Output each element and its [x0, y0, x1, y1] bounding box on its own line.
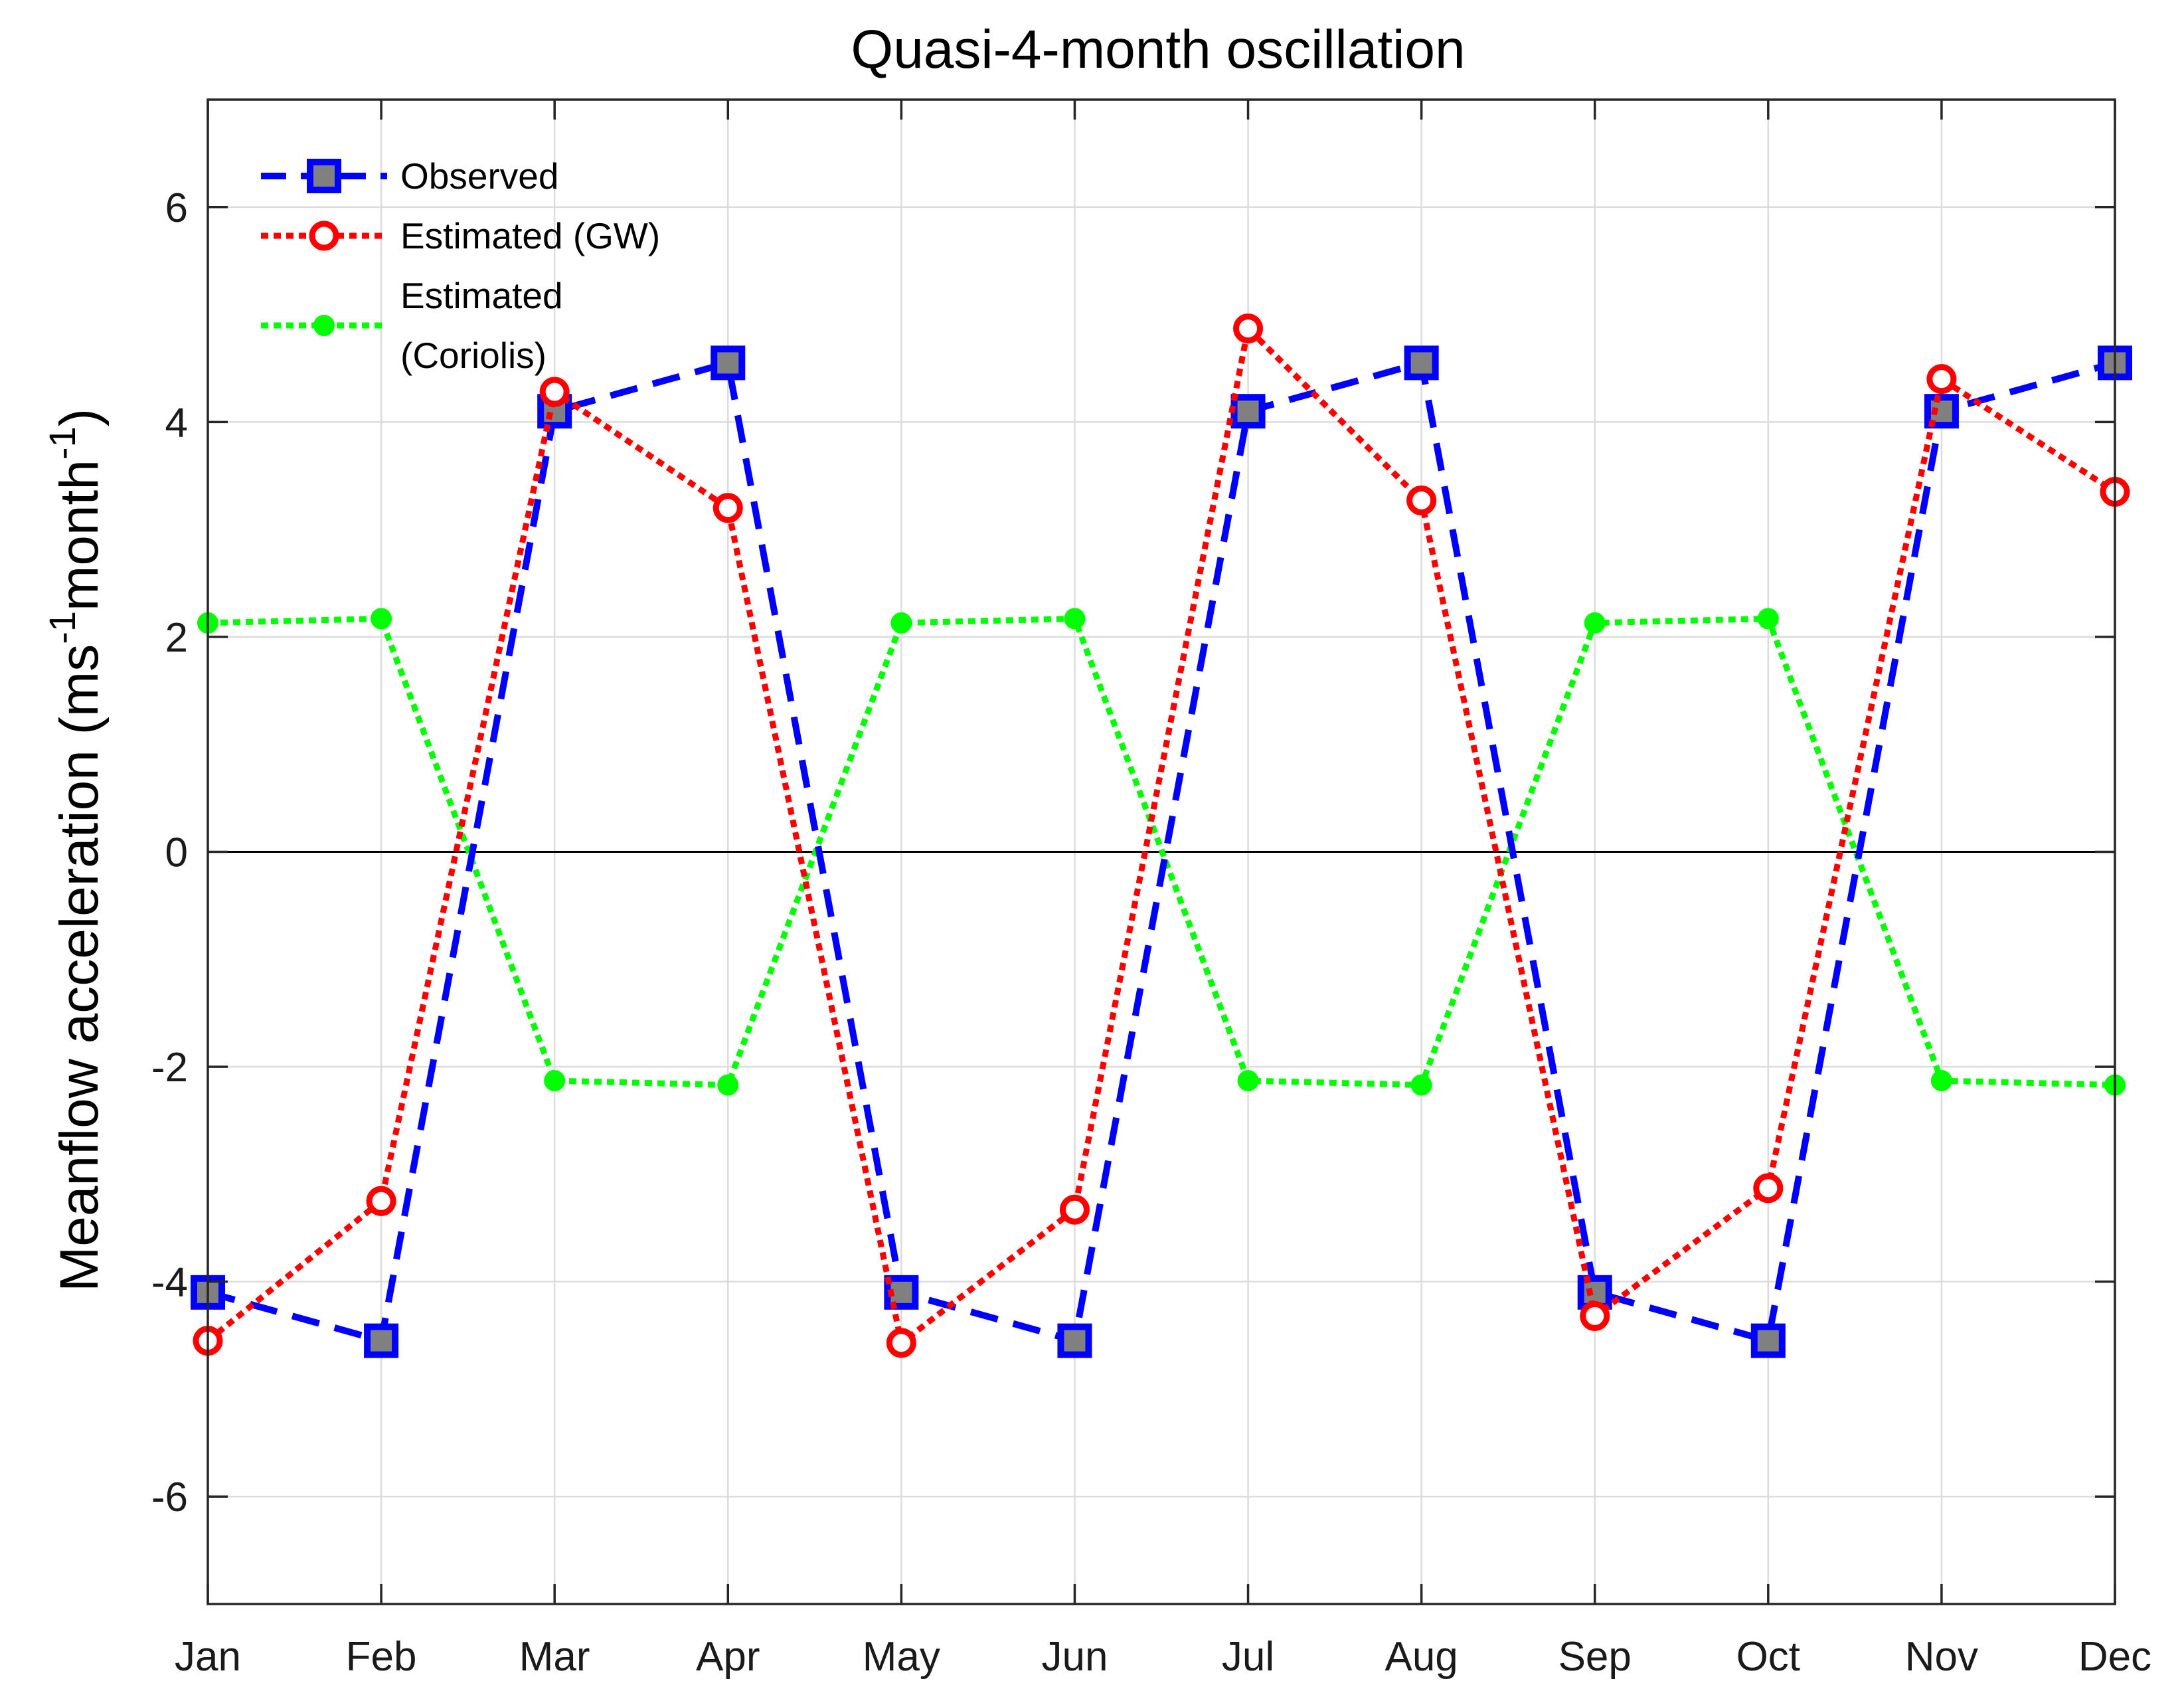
point-observed-oct — [1750, 1323, 1786, 1358]
point-estimated-gw-sep — [1580, 1300, 1610, 1331]
series-line-estimated-coriolis — [207, 615, 2116, 1089]
point-observed-apr — [711, 345, 746, 381]
x-tick-label-feb: Feb — [346, 1634, 417, 1680]
point-observed-jun — [1057, 1323, 1092, 1358]
y-axis-label-end: ) — [49, 408, 110, 426]
point-estimated-coriolis-apr — [717, 1074, 739, 1096]
x-tick-label-jul: Jul — [1222, 1634, 1274, 1680]
point-estimated-gw-may — [886, 1328, 916, 1358]
point-estimated-coriolis-sep — [1584, 612, 1606, 634]
legend-label: Estimated — [400, 275, 563, 316]
x-tick-label-dec: Dec — [2078, 1634, 2151, 1680]
series-line-observed — [207, 359, 2116, 1345]
x-tick-label-oct: Oct — [1736, 1634, 1800, 1680]
point-estimated-gw-oct — [1753, 1173, 1784, 1204]
y-axis-label-sup-2: -1 — [41, 426, 83, 460]
point-estimated-gw-nov — [1926, 364, 1957, 395]
y-tick-label: -2 — [151, 1045, 188, 1091]
x-tick-label-sep: Sep — [1558, 1634, 1632, 1680]
y-tick-label: 6 — [165, 185, 188, 231]
series-line-estimated-gw — [206, 322, 2117, 1348]
legend-marker-observed — [307, 159, 341, 193]
y-axis-label-main: Meanflow acceleration (ms — [49, 644, 110, 1292]
x-tick-label-mar: Mar — [519, 1634, 590, 1680]
chart-title: Quasi-4-month oscillation — [851, 19, 1465, 80]
y-tick-label: -4 — [151, 1260, 188, 1306]
point-estimated-coriolis-aug — [1410, 1074, 1432, 1096]
point-estimated-coriolis-mar — [544, 1070, 566, 1092]
y-tick-label: -6 — [151, 1474, 188, 1520]
series-estimated-gw — [193, 313, 2130, 1358]
point-estimated-gw-jun — [1059, 1194, 1090, 1225]
legend-marker-estimated-coriolis — [313, 315, 335, 336]
legend-marker-estimated-gw — [309, 221, 339, 251]
point-estimated-coriolis-may — [890, 612, 912, 634]
y-axis-label: Meanflow acceleration (ms-1month-1) — [41, 408, 110, 1292]
point-estimated-coriolis-nov — [1930, 1070, 1952, 1092]
point-observed-aug — [1404, 345, 1439, 381]
point-estimated-coriolis-jun — [1064, 608, 1086, 630]
point-estimated-gw-jul — [1233, 313, 1264, 344]
point-observed-jul — [1230, 394, 1266, 429]
point-estimated-coriolis-feb — [371, 608, 392, 630]
legend-label: Estimated (GW) — [400, 215, 660, 256]
point-estimated-gw-apr — [713, 493, 743, 523]
x-tick-label-jan: Jan — [175, 1634, 241, 1680]
y-tick-label: 4 — [165, 400, 188, 446]
series-layer — [191, 313, 2132, 1358]
x-tick-label-apr: Apr — [696, 1634, 760, 1680]
y-axis-label-mid: month — [49, 460, 110, 611]
legend-label: Observed — [400, 155, 558, 197]
y-tick-label: 0 — [165, 830, 188, 876]
axes-layer: Jan Feb Mar Apr May Jun Jul Aug Sep Oct Nov Dec -6 -4… — [151, 98, 2151, 1680]
point-estimated-coriolis-oct — [1757, 608, 1779, 630]
point-observed-may — [884, 1275, 919, 1310]
labels-layer: Quasi-4-month oscillation Meanflow accel… — [41, 19, 1466, 1292]
y-tick-label: 2 — [165, 615, 188, 661]
point-estimated-coriolis-jul — [1237, 1070, 1259, 1092]
y-axis-label-sup-1: -1 — [41, 611, 83, 644]
series-estimated-coriolis — [197, 608, 2126, 1096]
point-observed-feb — [364, 1323, 399, 1358]
legend-item-estimated-gw: Estimated (GW) — [261, 215, 660, 256]
x-tick-label-nov: Nov — [1905, 1634, 1978, 1680]
x-tick-label-aug: Aug — [1385, 1634, 1458, 1680]
point-estimated-gw-feb — [366, 1186, 396, 1216]
x-tick-label-may: May — [863, 1634, 940, 1680]
point-estimated-gw-aug — [1406, 485, 1437, 515]
point-estimated-gw-mar — [539, 377, 570, 407]
x-tick-label-jun: Jun — [1041, 1634, 1108, 1680]
legend-item-observed: Observed — [261, 155, 558, 197]
legend: Observed Estimated (GW) Estimated (Coriolis… — [261, 155, 660, 376]
legend-label: (Coriolis) — [400, 335, 546, 376]
legend-item-estimated-coriolis: Estimated (Coriolis) — [261, 275, 563, 376]
